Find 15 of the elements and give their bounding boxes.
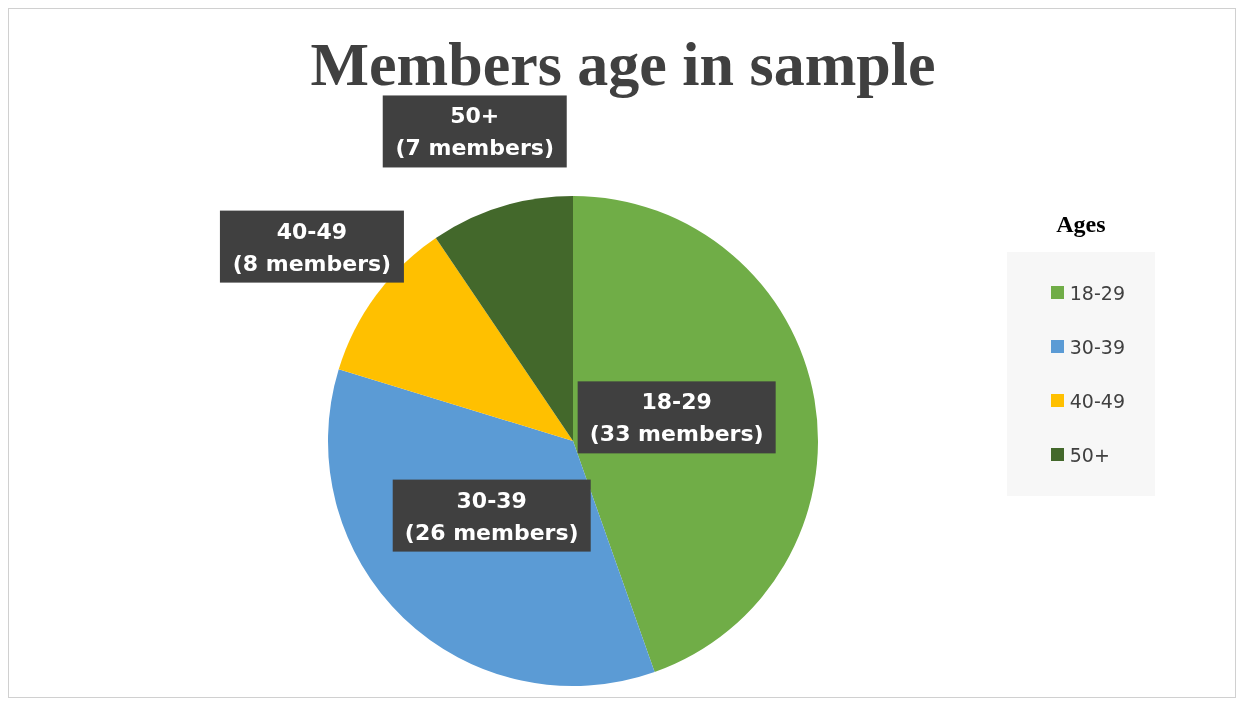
pie-slice — [435, 196, 573, 441]
data-label: (8 members) — [232, 250, 392, 276]
chart-title: Members age in sample — [309, 29, 937, 100]
slice-label: 18-29 — [641, 389, 712, 415]
data-label: (33 members) — [589, 421, 764, 447]
legend-label: 50+ — [1069, 443, 1110, 466]
slice-label: 30-39 — [456, 487, 527, 513]
data-label: (26 members) — [404, 519, 579, 545]
slice-label: 40-49 — [276, 218, 348, 244]
legend-title: Ages — [1055, 210, 1107, 238]
data-label: (7 members) — [395, 135, 554, 161]
legend-label: 30-39 — [1069, 335, 1125, 358]
slice-label: 50+ — [450, 103, 500, 129]
legend-label: 40-49 — [1069, 389, 1125, 412]
legend-label: 18-29 — [1069, 281, 1125, 304]
